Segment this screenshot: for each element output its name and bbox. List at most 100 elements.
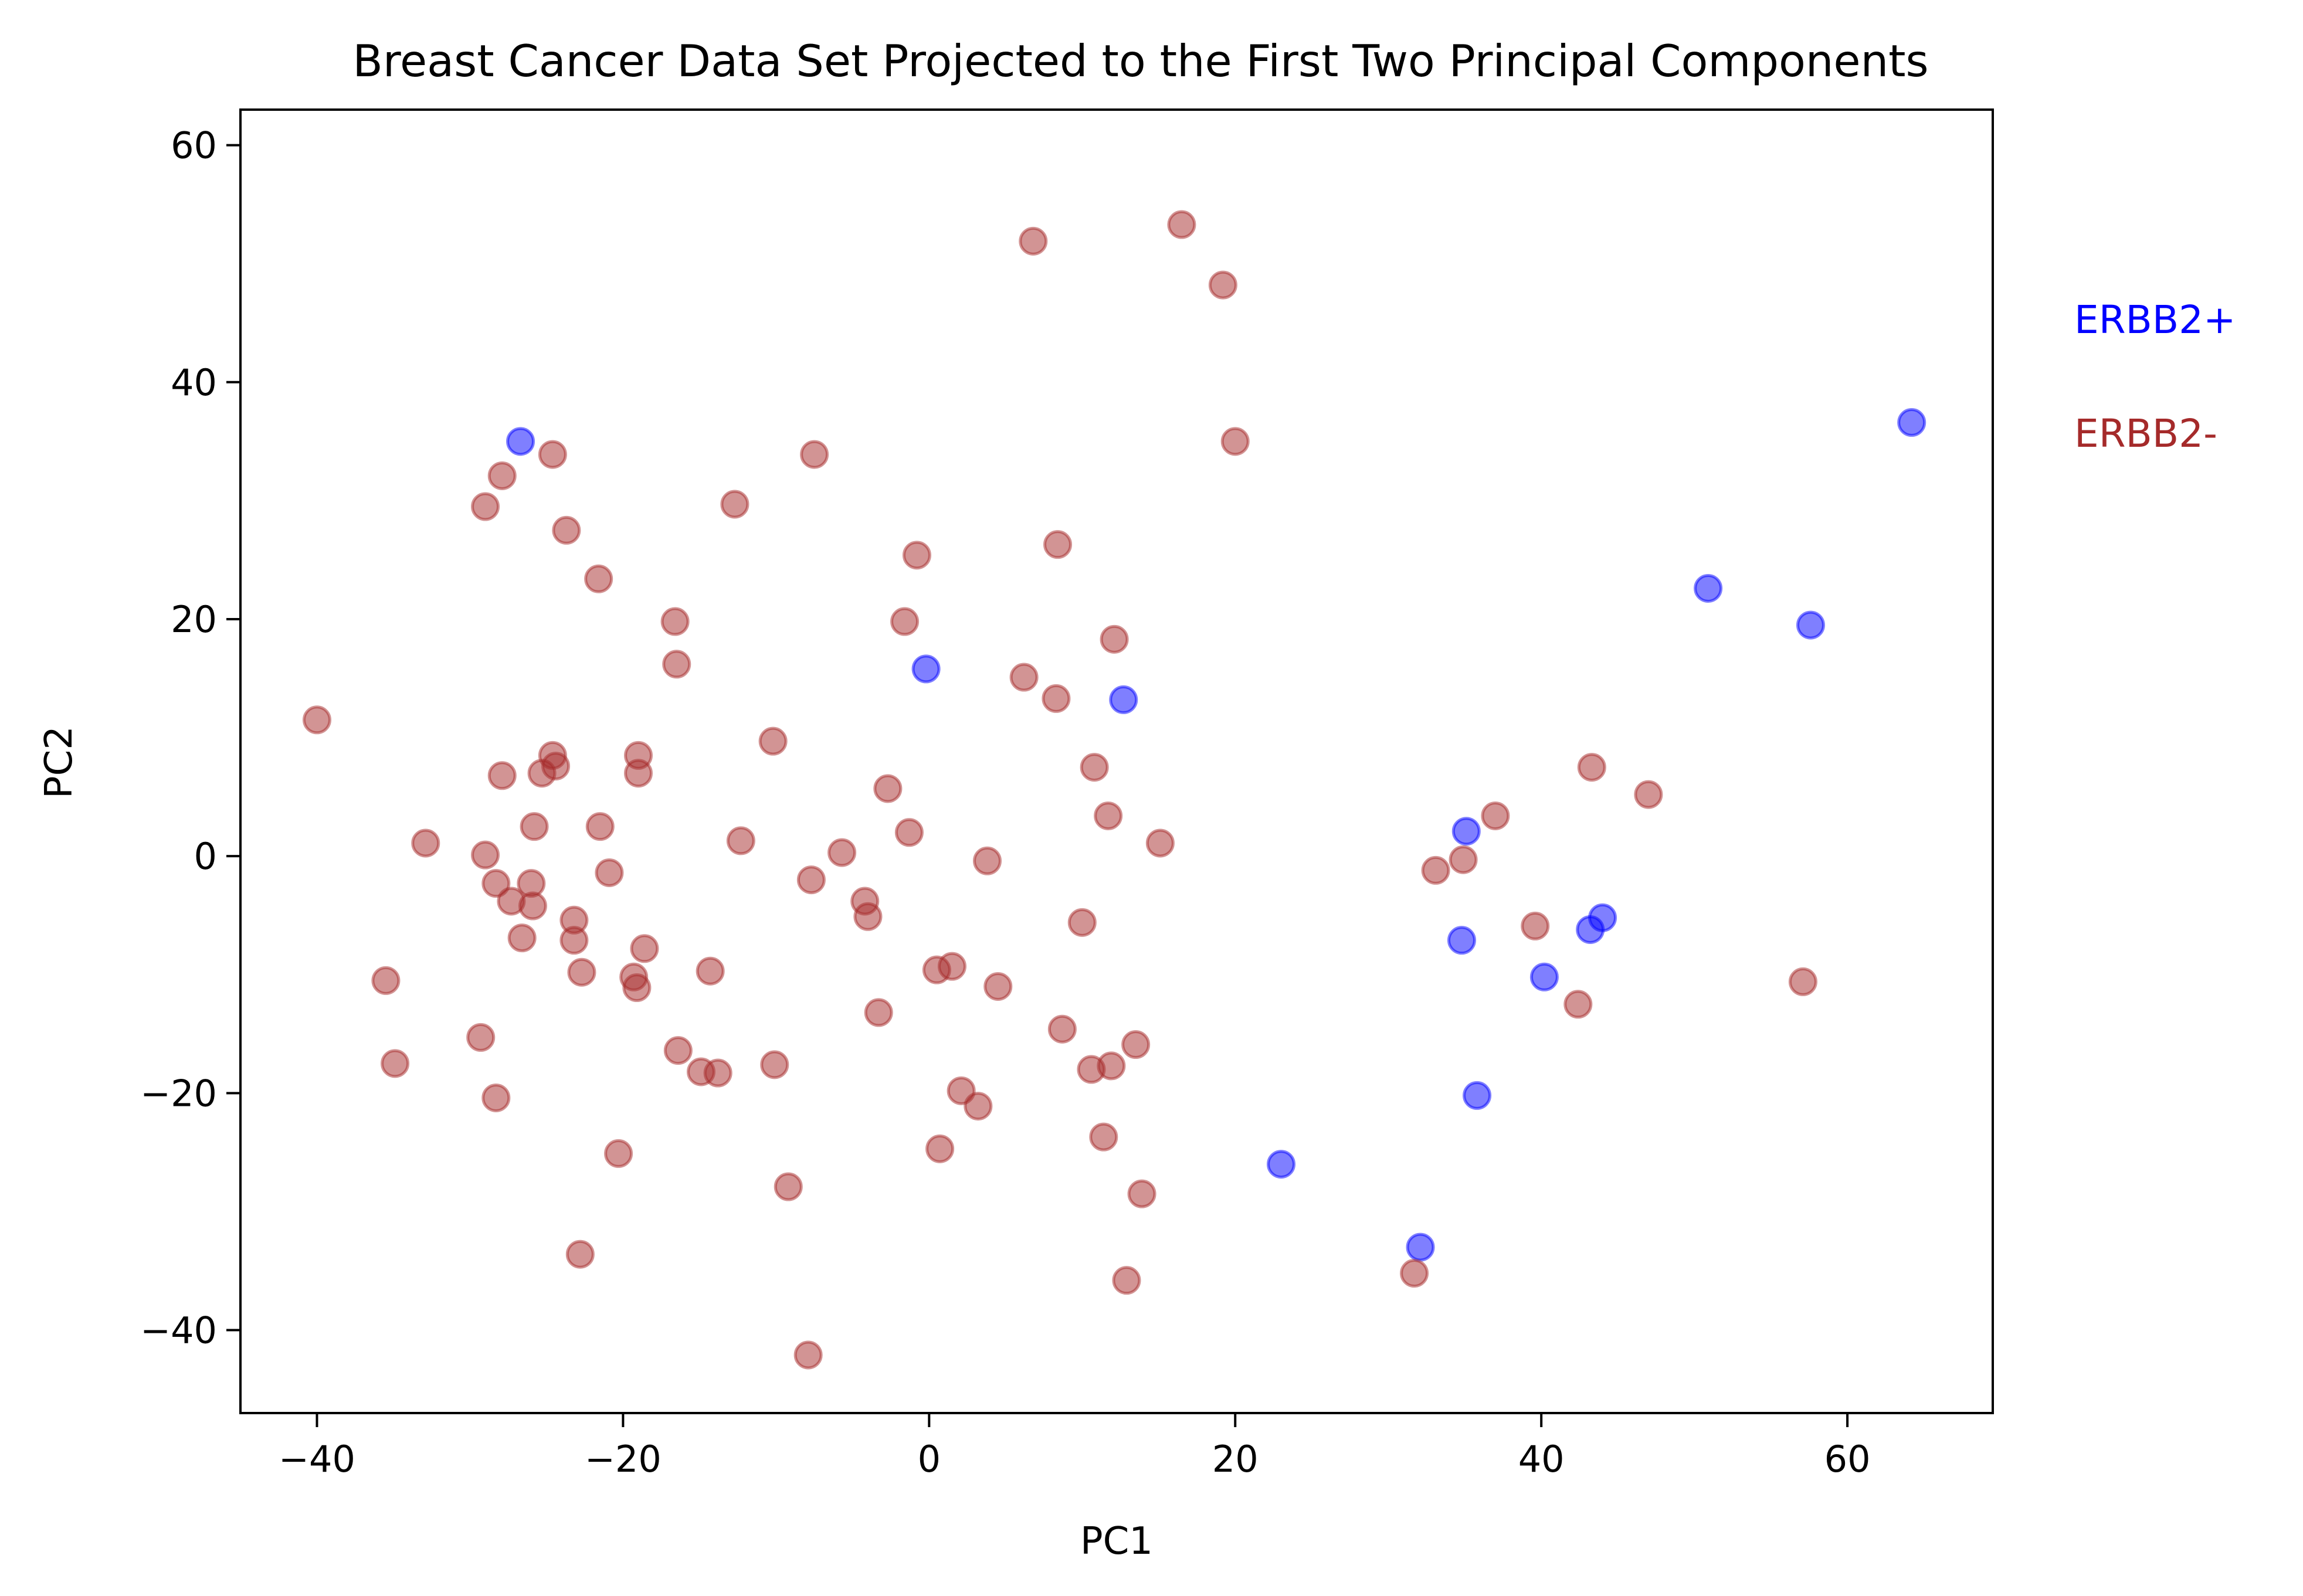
data-point-erbb2-positive (1406, 1232, 1435, 1262)
data-point-erbb2-negative (760, 1050, 789, 1079)
chart-title: Breast Cancer Data Set Projected to the … (352, 35, 1928, 87)
data-point-erbb2-negative (720, 490, 749, 519)
data-point-erbb2-negative (660, 607, 690, 636)
data-point-erbb2-negative (703, 1058, 732, 1088)
data-point-erbb2-positive (1451, 817, 1481, 846)
legend: ERBB2+ ERBB2- (2074, 297, 2236, 456)
y-tick-label: 60 (171, 124, 217, 167)
data-point-erbb2-positive (1897, 408, 1926, 437)
data-point-erbb2-positive (1267, 1150, 1296, 1179)
data-point-erbb2-negative (481, 869, 511, 898)
data-point-erbb2-negative (1112, 1266, 1141, 1295)
data-point-erbb2-positive (1694, 573, 1723, 603)
data-point-erbb2-negative (890, 607, 920, 636)
data-point-erbb2-negative (726, 826, 755, 855)
y-tick-label: 20 (171, 598, 217, 641)
data-point-erbb2-negative (1400, 1259, 1429, 1288)
data-point-erbb2-negative (584, 564, 613, 593)
data-point-erbb2-negative (302, 705, 331, 735)
data-point-erbb2-positive (506, 427, 535, 456)
data-point-erbb2-negative (853, 902, 883, 931)
data-point-erbb2-negative (565, 1240, 595, 1269)
data-point-erbb2-negative (925, 1134, 955, 1163)
legend-entry-erbb2-positive: ERBB2+ (2074, 297, 2236, 342)
data-point-erbb2-negative (559, 926, 589, 955)
x-tick-label: 20 (1212, 1438, 1259, 1480)
data-point-erbb2-negative (983, 972, 1013, 1001)
data-point-erbb2-negative (1634, 780, 1663, 809)
data-point-erbb2-negative (466, 1023, 496, 1052)
x-tick-label: −20 (585, 1438, 662, 1480)
data-point-erbb2-negative (595, 858, 624, 887)
data-point-erbb2-negative (1047, 1014, 1077, 1044)
data-point-erbb2-positive (1529, 962, 1559, 991)
data-point-erbb2-negative (1449, 845, 1478, 874)
data-point-erbb2-negative (1577, 753, 1606, 782)
data-point-erbb2-negative (1145, 828, 1175, 858)
data-point-erbb2-negative (800, 440, 829, 469)
data-point-erbb2-negative (381, 1049, 410, 1078)
data-point-erbb2-negative (1080, 753, 1109, 782)
y-tick-label: −40 (140, 1309, 217, 1352)
plot-area (239, 108, 1994, 1414)
x-axis-label: PC1 (1080, 1520, 1153, 1563)
data-point-erbb2-negative (1097, 1051, 1126, 1081)
data-point-erbb2-positive (1447, 926, 1476, 955)
data-point-erbb2-negative (1067, 908, 1097, 937)
data-point-erbb2-negative (1042, 684, 1071, 713)
y-tick-label: 0 (194, 835, 217, 878)
data-point-erbb2-negative (538, 440, 567, 469)
data-point-erbb2-negative (902, 541, 931, 570)
data-point-erbb2-negative (1127, 1179, 1156, 1208)
data-point-erbb2-positive (1796, 610, 1825, 640)
data-point-erbb2-negative (507, 923, 537, 953)
data-point-erbb2-negative (937, 952, 966, 981)
x-tick-label: −40 (279, 1438, 355, 1480)
data-point-erbb2-positive (911, 654, 941, 684)
data-point-erbb2-negative (585, 812, 615, 841)
data-point-erbb2-negative (1094, 801, 1123, 830)
data-point-erbb2-negative (1100, 624, 1129, 654)
y-axis: −40 −20 0 20 40 60 (140, 124, 240, 1352)
data-point-erbb2-positive (1463, 1081, 1492, 1110)
data-point-erbb2-negative (567, 957, 596, 987)
data-point-erbb2-negative (471, 492, 500, 521)
x-tick-label: 40 (1518, 1438, 1565, 1480)
data-point-erbb2-negative (793, 1340, 823, 1370)
data-point-erbb2-negative (864, 998, 893, 1027)
data-points (302, 210, 1926, 1370)
data-point-erbb2-negative (774, 1172, 803, 1201)
data-point-erbb2-negative (527, 759, 557, 788)
data-point-erbb2-negative (630, 934, 659, 963)
y-tick-label: −20 (140, 1072, 217, 1115)
data-point-erbb2-negative (1220, 427, 1250, 456)
data-point-erbb2-negative (371, 966, 401, 995)
data-point-erbb2-negative (1421, 855, 1450, 885)
y-axis-label: PC2 (38, 726, 81, 799)
data-point-erbb2-negative (520, 812, 549, 841)
data-point-erbb2-negative (1121, 1030, 1151, 1059)
data-point-erbb2-negative (1009, 663, 1039, 692)
data-point-erbb2-negative (471, 840, 500, 870)
data-point-erbb2-negative (1043, 530, 1073, 559)
legend-entry-erbb2-negative: ERBB2- (2074, 411, 2217, 456)
data-point-erbb2-negative (696, 956, 725, 986)
data-point-erbb2-negative (622, 973, 652, 1002)
data-point-erbb2-negative (1167, 210, 1196, 239)
x-tick-label: 60 (1824, 1438, 1871, 1480)
data-point-erbb2-negative (1788, 967, 1817, 996)
data-point-erbb2-negative (964, 1092, 993, 1121)
y-tick-label: 40 (171, 361, 217, 404)
data-point-erbb2-negative (604, 1139, 633, 1168)
data-point-erbb2-negative (1208, 270, 1237, 300)
data-point-erbb2-negative (1019, 226, 1048, 256)
data-point-erbb2-negative (552, 515, 581, 545)
data-point-erbb2-negative (662, 650, 691, 679)
data-point-erbb2-negative (972, 846, 1002, 875)
data-point-erbb2-negative (487, 461, 517, 490)
data-point-erbb2-negative (796, 865, 826, 895)
data-point-erbb2-negative (518, 891, 547, 921)
x-tick-label: 0 (918, 1438, 941, 1480)
